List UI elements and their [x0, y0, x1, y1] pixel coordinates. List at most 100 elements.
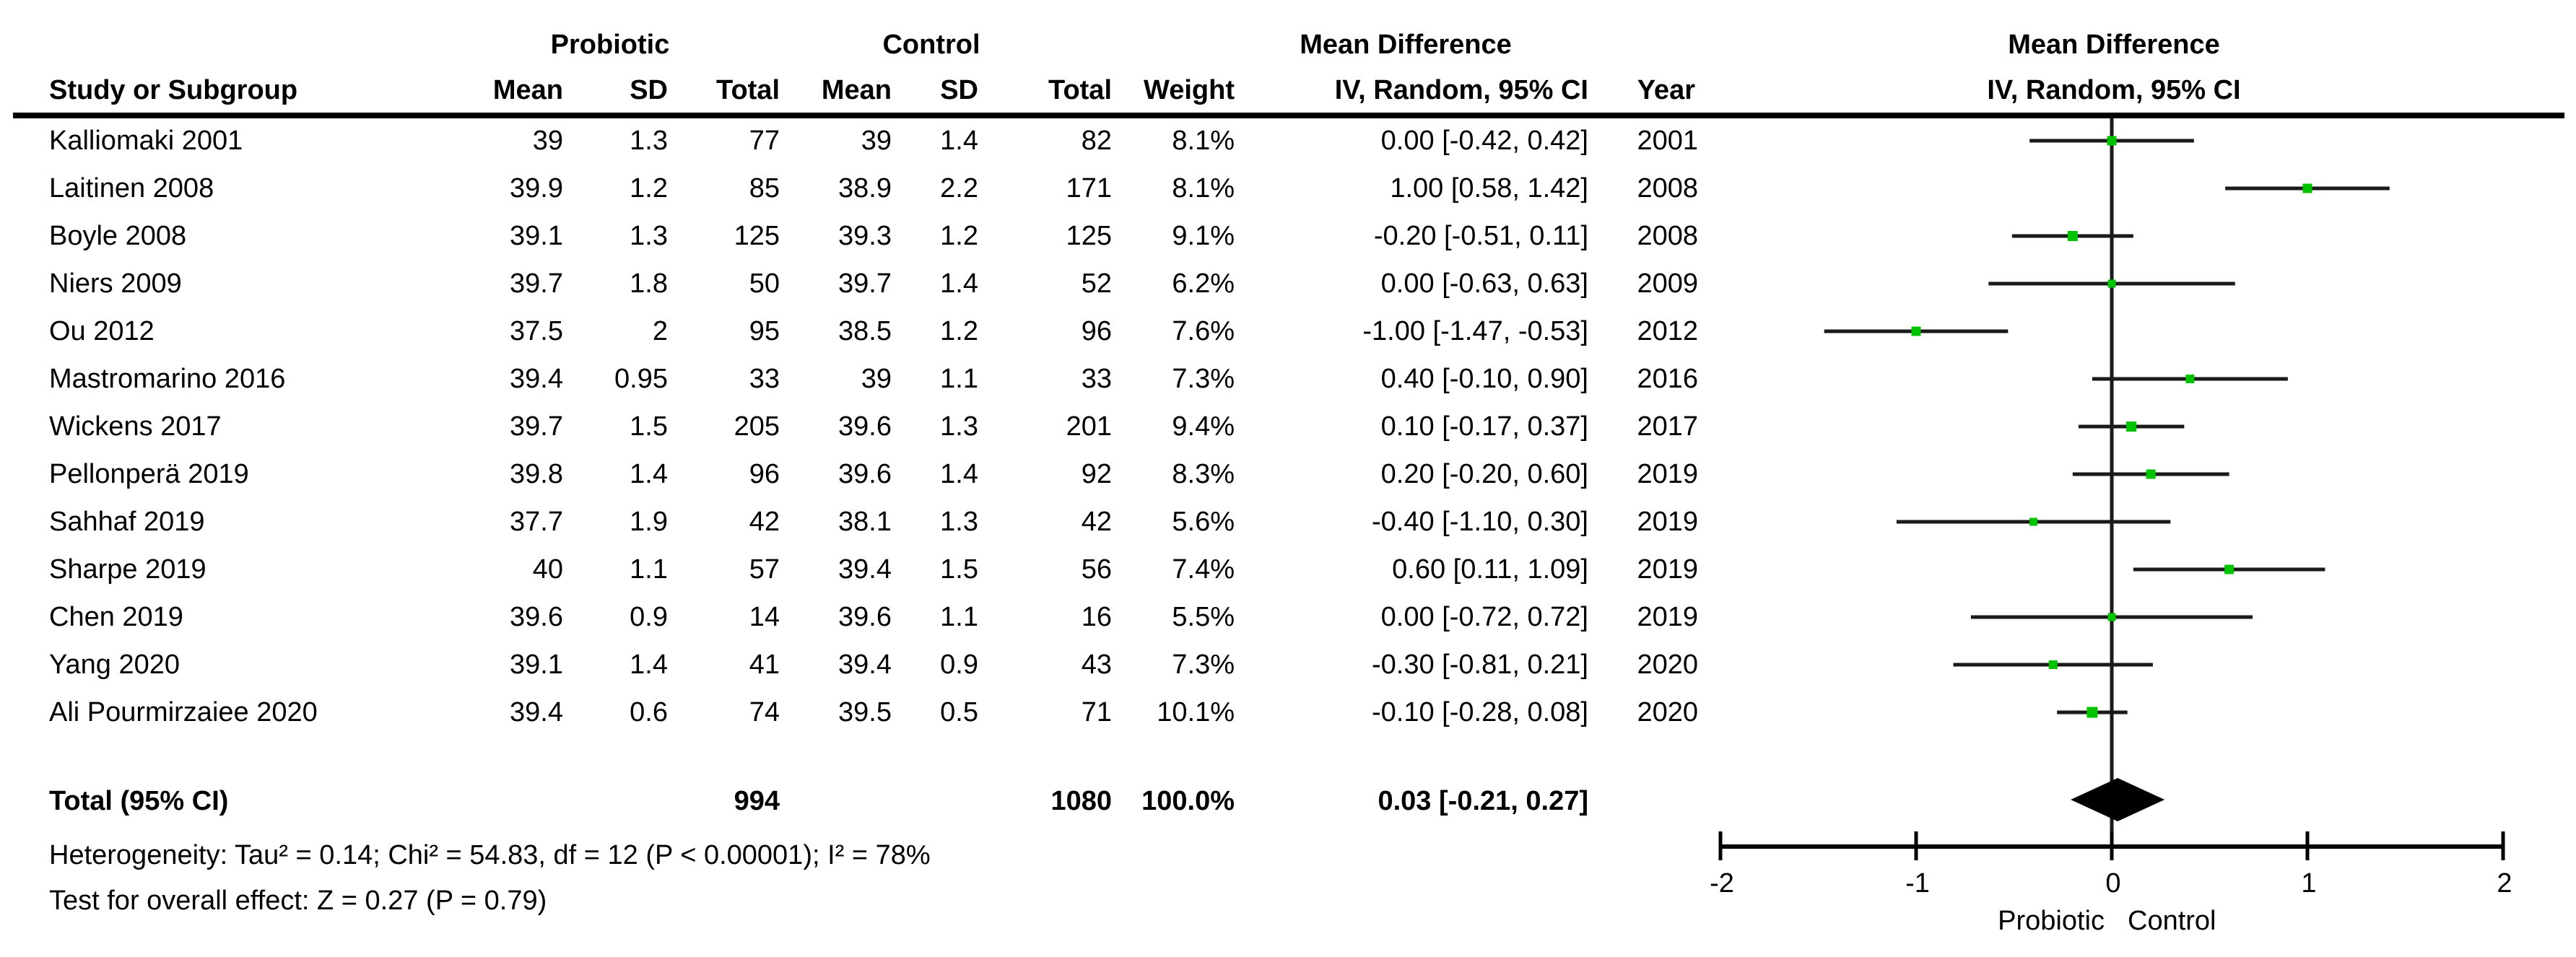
study-row-p_sd: 0.6 — [630, 697, 668, 727]
study-row-p_total: 41 — [749, 650, 780, 680]
study-row-p_mean: 39 — [532, 126, 563, 156]
study-row: Kalliomaki 2001 39 1.3 77 39 1.4 82 8.1% 0.00 [-… — [0, 117, 2576, 165]
study-row-name: Pellonperä 2019 — [49, 459, 249, 489]
study-row-p_mean: 39.6 — [510, 602, 563, 632]
study-row: Sahhaf 2019 37.7 1.9 42 38.1 1.3 42 5.6% -0.40 [… — [0, 498, 2576, 546]
study-row-p_total: 33 — [749, 364, 780, 394]
study-row-p_mean: 39.7 — [510, 411, 563, 442]
study-row-name: Mastromarino 2016 — [49, 364, 286, 394]
study-row-p_total: 205 — [734, 411, 780, 442]
total-row-p_total: 994 — [734, 786, 780, 816]
header-control-sd: SD — [940, 75, 978, 105]
study-row-p_sd: 1.2 — [630, 173, 668, 204]
study-row: Niers 2009 39.7 1.8 50 39.7 1.4 52 6.2% 0.00 [-0… — [0, 260, 2576, 307]
study-row-ci: 0.10 [-0.17, 0.37] — [1380, 411, 1588, 442]
study-row-p_total: 96 — [749, 459, 780, 489]
x-axis-tick — [1718, 831, 1723, 860]
study-row-name: Niers 2009 — [49, 268, 182, 299]
study-row-year: 2020 — [1637, 650, 1698, 680]
study-row-p_mean: 37.7 — [510, 507, 563, 537]
study-row-c_mean: 38.9 — [838, 173, 892, 204]
study-row-weight: 7.4% — [1172, 554, 1235, 585]
study-row-c_mean: 39 — [861, 364, 892, 394]
header-control-total: Total — [1048, 75, 1112, 105]
study-row: Pellonperä 2019 39.8 1.4 96 39.6 1.4 92 8.3% 0.2… — [0, 450, 2576, 498]
study-row-weight: 10.1% — [1157, 697, 1235, 727]
study-row-weight: 6.2% — [1172, 268, 1235, 299]
study-row-ci: 0.40 [-0.10, 0.90] — [1380, 364, 1588, 394]
study-row-c_mean: 39.6 — [838, 411, 892, 442]
study-row-year: 2020 — [1637, 697, 1698, 727]
study-row-c_total: 16 — [1081, 602, 1112, 632]
study-row-c_sd: 1.4 — [940, 126, 978, 156]
total-row-ci: 0.03 [-0.21, 0.27] — [1378, 786, 1588, 816]
x-axis-tick-label: 2 — [2497, 868, 2512, 899]
study-row-c_mean: 39.5 — [838, 697, 892, 727]
study-row-c_mean: 39.3 — [838, 221, 892, 251]
total-row-c_total: 1080 — [1050, 786, 1112, 816]
x-axis-tick-label: -1 — [1905, 868, 1930, 899]
overall-effect-stats: Test for overall effect: Z = 0.27 (P = 0… — [49, 886, 547, 916]
study-row-c_sd: 1.3 — [940, 507, 978, 537]
header-probiotic-mean: Mean — [492, 75, 563, 105]
study-row-ci: 1.00 [0.58, 1.42] — [1390, 173, 1588, 204]
study-row-ci: 0.00 [-0.63, 0.63] — [1380, 268, 1588, 299]
study-row-weight: 7.6% — [1172, 316, 1235, 346]
study-row: Ou 2012 37.5 2 95 38.5 1.2 96 7.6% -1.00 [-1.47,… — [0, 307, 2576, 355]
study-row-c_sd: 1.4 — [940, 268, 978, 299]
study-row-ci: -0.20 [-0.51, 0.11] — [1373, 221, 1588, 251]
study-row-ci: -0.10 [-0.28, 0.08] — [1372, 697, 1588, 727]
header-probiotic-total: Total — [716, 75, 780, 105]
study-row-p_sd: 1.9 — [630, 507, 668, 537]
study-row-c_mean: 39.4 — [838, 554, 892, 585]
study-row-c_mean: 39.6 — [838, 459, 892, 489]
study-row-c_sd: 0.5 — [940, 697, 978, 727]
study-row-name: Boyle 2008 — [49, 221, 187, 251]
study-row: Laitinen 2008 39.9 1.2 85 38.9 2.2 171 8.1% 1.00… — [0, 165, 2576, 212]
study-row-p_sd: 1.4 — [630, 650, 668, 680]
study-row: Boyle 2008 39.1 1.3 125 39.3 1.2 125 9.1% -0.20 … — [0, 212, 2576, 260]
study-row-p_total: 95 — [749, 316, 780, 346]
header-control-mean: Mean — [821, 75, 892, 105]
study-row-p_sd: 0.9 — [630, 602, 668, 632]
study-row-p_mean: 39.1 — [510, 221, 563, 251]
point-estimate-marker — [2224, 564, 2235, 574]
x-axis-tick — [2501, 831, 2505, 860]
study-row-ci: -0.30 [-0.81, 0.21] — [1372, 650, 1588, 680]
study-row-year: 2012 — [1637, 316, 1698, 346]
total-row-name: Total (95% CI) — [49, 786, 229, 816]
study-row-c_sd: 1.3 — [940, 411, 978, 442]
point-estimate-marker — [2107, 136, 2117, 146]
study-row-p_total: 74 — [749, 697, 780, 727]
study-row-p_total: 57 — [749, 554, 780, 585]
axis-label-favours-control: Control — [2128, 906, 2216, 936]
x-axis-tick — [1914, 831, 1918, 860]
point-estimate-marker — [2146, 469, 2156, 479]
study-row-weight: 5.5% — [1172, 602, 1235, 632]
plot-header-title: Mean Difference — [2008, 30, 2220, 60]
study-row-c_total: 42 — [1081, 507, 1112, 537]
study-row-c_mean: 39.4 — [838, 650, 892, 680]
study-row-c_mean: 39.7 — [838, 268, 892, 299]
study-row-name: Ali Pourmirzaiee 2020 — [49, 697, 318, 727]
study-row-c_total: 201 — [1066, 411, 1112, 442]
study-row: Ali Pourmirzaiee 2020 39.4 0.6 74 39.5 0.5 71 1… — [0, 689, 2576, 736]
study-row-p_sd: 1.3 — [630, 126, 668, 156]
point-estimate-marker — [2185, 375, 2195, 383]
study-row-c_total: 82 — [1081, 126, 1112, 156]
header-probiotic-sd: SD — [630, 75, 668, 105]
study-row-c_mean: 38.1 — [838, 507, 892, 537]
study-row-ci: 0.20 [-0.20, 0.60] — [1380, 459, 1588, 489]
study-row-weight: 7.3% — [1172, 364, 1235, 394]
study-row-c_sd: 2.2 — [940, 173, 978, 204]
study-row: Sharpe 2019 40 1.1 57 39.4 1.5 56 7.4% 0.60 [0.1… — [0, 546, 2576, 593]
header-separator-line — [13, 113, 2564, 118]
header-weight: Weight — [1144, 75, 1235, 105]
study-row-p_total: 85 — [749, 173, 780, 204]
study-row-c_sd: 1.2 — [940, 316, 978, 346]
point-estimate-marker — [2048, 660, 2058, 669]
header-group-mean-difference: Mean Difference — [1300, 30, 1512, 60]
point-estimate-marker — [2126, 421, 2137, 432]
study-row-c_sd: 1.5 — [940, 554, 978, 585]
